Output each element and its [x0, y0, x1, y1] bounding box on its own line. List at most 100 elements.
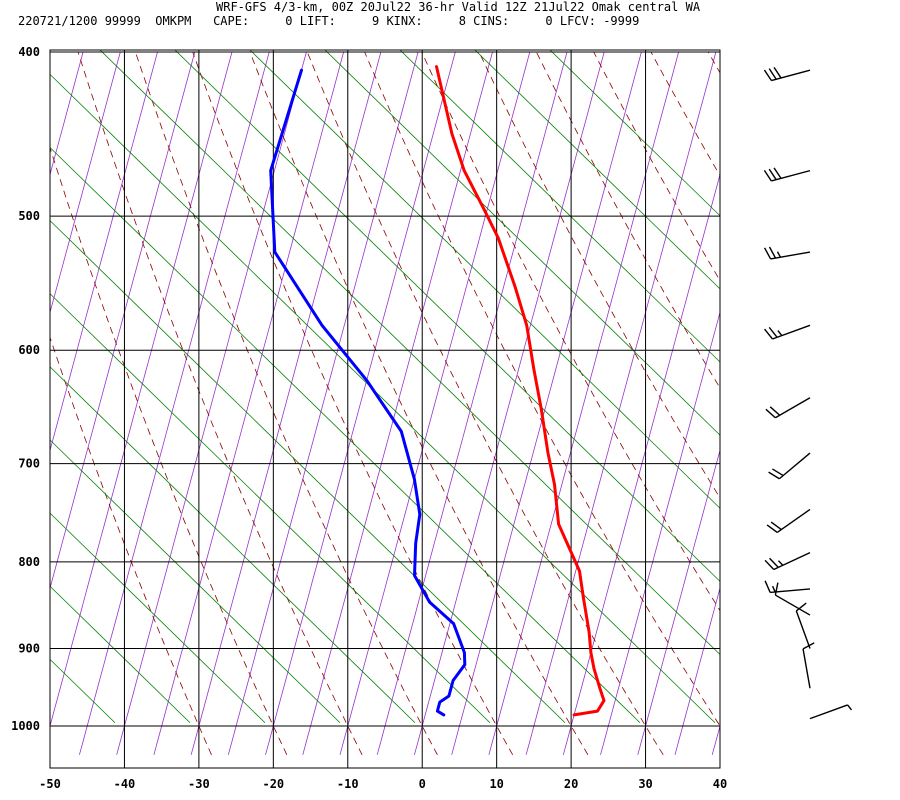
wind-barb-staff [773, 551, 811, 571]
pressure-tick-label: 400 [18, 45, 40, 59]
isotherm-line [50, 51, 196, 590]
wind-barb-half-feather [777, 560, 784, 566]
wind-barb [766, 508, 811, 533]
isotherm-line [376, 51, 568, 755]
wind-barb-feather [770, 521, 782, 531]
dry-adiabat-line [766, 52, 900, 755]
moist-adiabat-line [474, 50, 720, 290]
wind-barb-staff [809, 704, 848, 720]
isotherm-line [451, 51, 642, 755]
wind-barb-feather [795, 602, 807, 612]
wind-barb-feather [765, 408, 776, 419]
isotherm-line [339, 51, 531, 755]
background-lines [0, 50, 900, 756]
pressure-tick-label: 1000 [11, 719, 40, 733]
isotherm-line [0, 52, 9, 755]
moist-adiabat-line [549, 50, 720, 217]
isotherm-line [153, 51, 344, 755]
x-tick-label: 0 [419, 777, 426, 791]
wind-barb-feather [769, 557, 779, 568]
dry-adiabat-line [650, 51, 720, 177]
wind-barb-feather [769, 406, 781, 416]
wind-barb-feather [772, 468, 784, 477]
wind-barb-feather [768, 326, 778, 338]
pressure-tick-label: 900 [18, 641, 40, 655]
wind-barb-feather [768, 471, 780, 480]
wind-barb [764, 324, 811, 340]
moist-adiabat-line [324, 50, 720, 436]
moist-adiabat-line [249, 50, 720, 509]
x-tick-label: -10 [337, 777, 359, 791]
moist-adiabat-line [50, 146, 641, 724]
isotherm-line [50, 51, 233, 728]
isotherm-line [674, 586, 720, 755]
dry-adiabat-line [135, 51, 438, 755]
wind-barb [774, 582, 811, 616]
dry-adiabat-line [536, 51, 720, 389]
wind-barb [764, 551, 811, 571]
pressure-tick-label: 800 [18, 555, 40, 569]
wind-barb-feather [768, 246, 777, 259]
dewpoint-trace [269, 68, 467, 717]
isotherm-line [50, 51, 158, 452]
dry-adiabat-line [192, 51, 514, 755]
grid [49, 50, 721, 768]
wind-barb [768, 452, 811, 480]
pressure-tick-label: 600 [18, 343, 40, 357]
wind-barb-staff [770, 588, 811, 594]
isotherm-line [190, 51, 382, 755]
pressure-tick-label: 500 [18, 209, 40, 223]
wind-barb-feather [763, 247, 772, 260]
isotherm-line [562, 173, 720, 755]
wind-barb-feather [763, 69, 772, 81]
wind-barb-staff [778, 452, 811, 480]
wind-barb-staff [771, 69, 811, 82]
wind-barb-feather [768, 68, 777, 80]
isotherm-line [637, 448, 720, 755]
wind-barb-feather [766, 524, 778, 533]
wind-barb-half-feather [847, 704, 853, 711]
wind-barb-half-feather [776, 251, 782, 258]
dry-adiabat-line [421, 51, 720, 612]
wind-barb-staff [771, 169, 811, 182]
moist-adiabat-line [50, 220, 566, 724]
wind-barb-feather [802, 642, 815, 650]
wind-barb [802, 642, 815, 689]
wind-barb-staff [772, 324, 811, 340]
wind-barb [763, 66, 811, 82]
dry-adiabat-line [823, 52, 900, 755]
moist-adiabat-line [50, 585, 191, 724]
isotherm-line [79, 51, 270, 755]
dry-adiabat-line [364, 51, 720, 727]
isotherm-line [265, 51, 456, 755]
moist-adiabat-line [50, 658, 116, 724]
x-tick-label: -50 [39, 777, 61, 791]
chart-title: WRF-GFS 4/3-km, 00Z 20Jul22 36-hr Valid … [216, 0, 701, 14]
wind-barb-staff [770, 251, 811, 260]
dry-adiabat-line [880, 52, 900, 755]
dry-adiabat-line [249, 51, 589, 756]
isotherm-line [302, 51, 493, 755]
x-tick-label: 10 [489, 777, 503, 791]
dry-adiabat-line [50, 336, 212, 755]
wind-barb-feather [764, 580, 771, 593]
x-tick-label: -20 [262, 777, 284, 791]
x-tick-label: 30 [638, 777, 652, 791]
dry-adiabat-line [707, 51, 720, 74]
wind-barb-staff [795, 610, 811, 649]
isotherm-line [50, 51, 121, 314]
wind-barb-feather [774, 582, 779, 596]
wind-barb-feather [764, 559, 775, 570]
wind-barb [795, 602, 811, 649]
dry-adiabat-line [50, 146, 288, 755]
moist-adiabat-line [50, 293, 491, 724]
temperature-trace [435, 65, 606, 717]
wind-barb [765, 397, 811, 419]
wind-barb [809, 704, 853, 720]
moist-adiabat-line [50, 439, 341, 724]
wind-barb-half-feather [771, 585, 776, 593]
wind-barb-staff [802, 648, 811, 689]
wind-barb-feather [773, 66, 782, 79]
traces [269, 65, 606, 717]
